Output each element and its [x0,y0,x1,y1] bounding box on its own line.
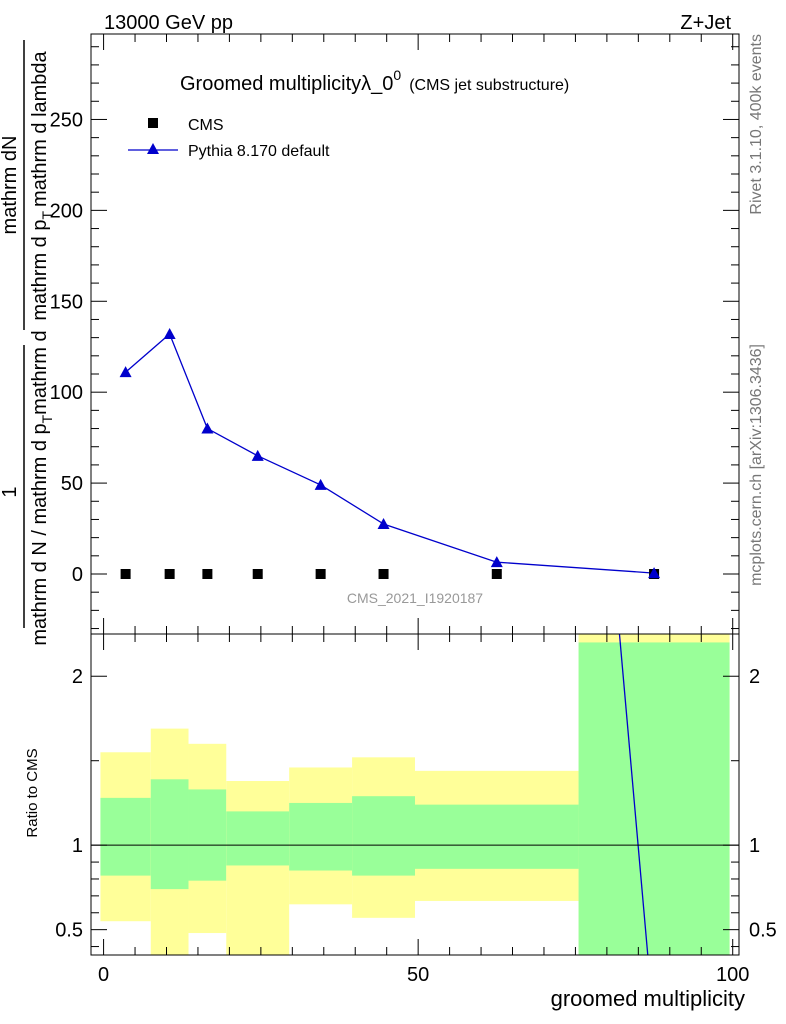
y-label-den-part-a: mathrm d p [29,220,51,321]
y-label-den-part-b: mathrm d lambda [29,50,51,206]
y-label-numerator: mathrm dN [0,136,21,235]
ratio-yellow-band [226,780,290,955]
y-label-den-part-c: mathrm d N / mathrm d p [29,423,51,645]
ratio-plot-frame [90,633,740,956]
ratio-green-band [100,797,151,876]
y-label-t-sub-b: T [39,414,55,423]
cms-data-point [120,569,131,579]
pythia-data-point [163,328,176,339]
y-tick-label: 250 [50,109,83,131]
ratio-pythia-line [618,634,649,955]
ratio-y-tick-label-right: 0.5 [749,920,777,942]
mcplots-label: mcplots.cern.ch [arXiv:1306.3436] [748,344,765,586]
rivet-label: Rivet 3.1.10, 400k events [748,34,765,215]
cms-data-point [202,569,213,579]
ratio-y-tick-label: 1 [72,835,83,857]
plot-title: Groomed multiplicityλ_00 (CMS jet substru… [180,67,569,95]
main-plot: 0 50 100 150 200 250 [50,34,739,634]
header-process: Z+Jet [680,12,731,34]
pythia-data-point [251,449,264,461]
plot-title-main: Groomed multiplicityλ_0 [180,73,393,95]
x-tick-label: 0 [98,964,109,986]
pythia-data-point [377,518,390,529]
cms-data-point [164,569,175,579]
ratio-plot: 0.5 0.5 1 1 2 2 0 50 100 [55,634,777,986]
y-label-one: 1 [0,486,21,497]
y-label-denominator-bottom: mathrm d N / mathrm d pTmathrm d [29,330,55,645]
ratio-green-band [150,779,189,890]
plot-title-sub: (CMS jet substructure) [409,77,569,94]
cms-data-point [252,569,263,579]
legend-cms-label: CMS [188,117,224,134]
legend-pythia-label: Pythia 8.170 default [188,143,330,160]
y-tick-label: 0 [72,564,83,586]
ratio-y-tick-label-right: 2 [749,666,760,688]
pythia-data-point [314,478,327,490]
pythia-data-point [648,567,661,579]
pythia-data-point [490,556,503,568]
ratio-y-tick-label: 0.5 [55,920,83,942]
y-tick-label: 200 [50,200,83,222]
legend-pythia-marker [147,143,159,154]
x-tick-label: 100 [716,964,749,986]
ratio-green-band [289,802,353,871]
ratio-bands [100,634,730,955]
legend-cms-marker [148,118,158,128]
cms-data-point [378,569,389,579]
ratio-green-band [226,811,290,866]
cms-data-point [491,569,502,579]
ratio-y-tick-label: 2 [72,666,83,688]
plot-title-sup: 0 [393,67,401,83]
pythia-data-point [119,366,132,378]
legend: CMS Pythia 8.170 default [128,117,330,160]
ratio-y-tick-label-right: 1 [749,835,760,857]
cms-data-point [315,569,326,579]
y-axis-label: mathrm dN mathrm d pTmathrm d lambda 1 m… [0,40,55,646]
ratio-green-band [188,789,227,881]
x-tick-label: 50 [407,964,429,986]
y-tick-label: 100 [50,382,83,404]
y-tick-label: 50 [61,473,83,495]
y-label-den-part-d: mathrm d [29,330,51,414]
y-label-t-sub-a: T [39,211,55,220]
ratio-green-band [415,804,579,869]
y-label-denominator-top: mathrm d pTmathrm d lambda [29,50,55,320]
ratio-green-band [578,642,730,955]
x-axis-label: groomed multiplicity [551,986,745,1011]
ratio-green-band [352,796,415,876]
pythia-data-point [201,422,214,434]
analysis-watermark: CMS_2021_I1920187 [347,590,483,606]
ratio-y-label: Ratio to CMS [24,748,41,837]
header-energy: 13000 GeV pp [104,12,233,34]
pythia-series-line [125,332,655,574]
y-tick-label: 150 [50,291,83,313]
